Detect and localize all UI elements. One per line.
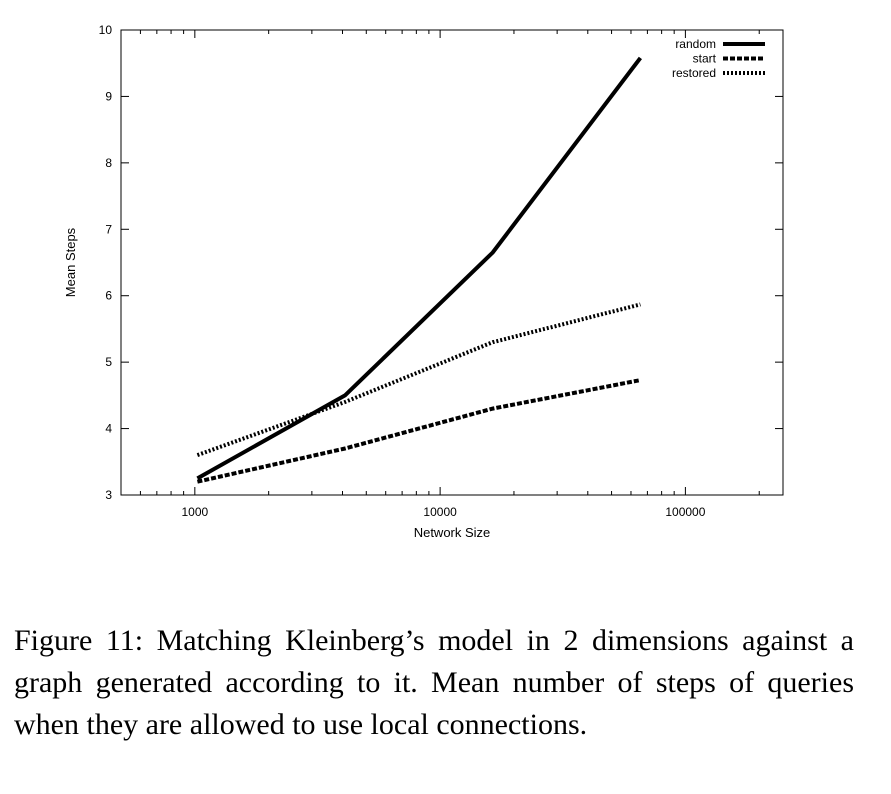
x-tick-label: 100000 xyxy=(665,505,705,519)
y-tick-label: 4 xyxy=(105,422,112,436)
y-tick-label: 9 xyxy=(105,89,112,103)
y-tick-label: 6 xyxy=(105,289,112,303)
y-tick-label: 3 xyxy=(105,488,112,502)
legend-label-restored: restored xyxy=(672,66,716,80)
x-axis-title: Network Size xyxy=(414,525,491,540)
y-axis-title: Mean Steps xyxy=(63,227,78,297)
chart: 3 4 5 6 7 8 9 10 1000 10000 100000 Network Size Me… xyxy=(63,23,784,540)
legend-label-start: start xyxy=(693,52,717,66)
y-tick-label: 10 xyxy=(99,23,113,37)
tick-labels-layer: 3 4 5 6 7 8 9 10 1000 10000 100000 xyxy=(99,23,706,519)
plot-frame xyxy=(120,29,784,496)
y-tick-label: 8 xyxy=(105,156,112,170)
series-start-line xyxy=(196,378,641,484)
x-tick-label: 1000 xyxy=(181,505,208,519)
y-tick-label: 7 xyxy=(105,222,112,236)
series-restored-line xyxy=(196,302,641,457)
series-random-line xyxy=(196,56,642,481)
series-layer xyxy=(196,56,642,484)
legend-label-random: random xyxy=(675,37,716,51)
y-tick-label: 5 xyxy=(105,355,112,369)
x-tick-label: 10000 xyxy=(423,505,457,519)
ticks-layer xyxy=(121,29,783,496)
figure-caption: Figure 11: Matching Kleinberg’s model in… xyxy=(14,624,854,741)
